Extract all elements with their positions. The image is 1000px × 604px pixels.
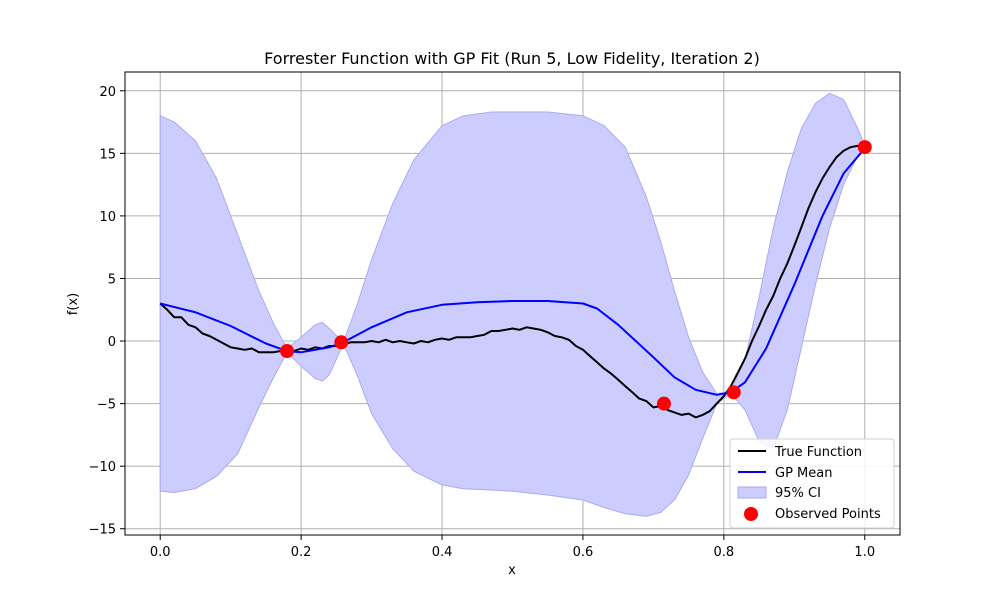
x-tick-label-0: 0.0 xyxy=(150,545,171,560)
gp-mean-line xyxy=(159,147,866,396)
observed-point-4 xyxy=(857,140,872,155)
x-tick-label-1: 0.2 xyxy=(291,545,312,560)
x-tick-label-5: 1.0 xyxy=(854,545,875,560)
x-axis-label: x xyxy=(508,563,516,578)
observed-point-2 xyxy=(656,396,671,411)
y-tick-label-7: 20 xyxy=(99,85,116,100)
axes-frame xyxy=(124,71,901,536)
plot-area xyxy=(159,92,872,517)
legend-gp-mean-label: GP Mean xyxy=(775,466,832,481)
legend-observed-label: Observed Points xyxy=(775,507,881,522)
legend-ci-swatch xyxy=(737,486,767,499)
legend-true-function-label: True Function xyxy=(774,445,862,460)
y-tick-label-2: −5 xyxy=(97,398,116,413)
legend-observed-swatch xyxy=(744,507,758,521)
y-tick-label-0: −15 xyxy=(89,523,116,538)
x-tick-label-2: 0.4 xyxy=(432,545,453,560)
observed-point-3 xyxy=(726,385,741,400)
legend: True Function GP Mean 95% CI Observed Po… xyxy=(729,438,895,529)
axis-ticks: 0.0 0.2 0.4 0.6 0.8 1.0 −15 −10 −5 0 5 10 15 20 xyxy=(89,85,876,560)
true-function-line xyxy=(159,144,865,419)
observed-point-0 xyxy=(280,344,295,359)
chart-title: Forrester Function with GP Fit (Run 5, L… xyxy=(264,49,760,68)
y-tick-label-4: 5 xyxy=(108,272,116,287)
y-tick-label-6: 15 xyxy=(99,147,116,162)
y-tick-label-3: 0 xyxy=(108,335,116,350)
x-tick-label-3: 0.6 xyxy=(573,545,594,560)
y-axis-label: f(x) xyxy=(66,293,81,315)
y-tick-label-1: −10 xyxy=(89,460,116,475)
legend-box xyxy=(729,438,895,529)
x-tick-label-4: 0.8 xyxy=(714,545,735,560)
legend-ci-label: 95% CI xyxy=(775,486,821,501)
y-tick-label-5: 10 xyxy=(99,210,116,225)
observed-point-1 xyxy=(334,335,349,350)
